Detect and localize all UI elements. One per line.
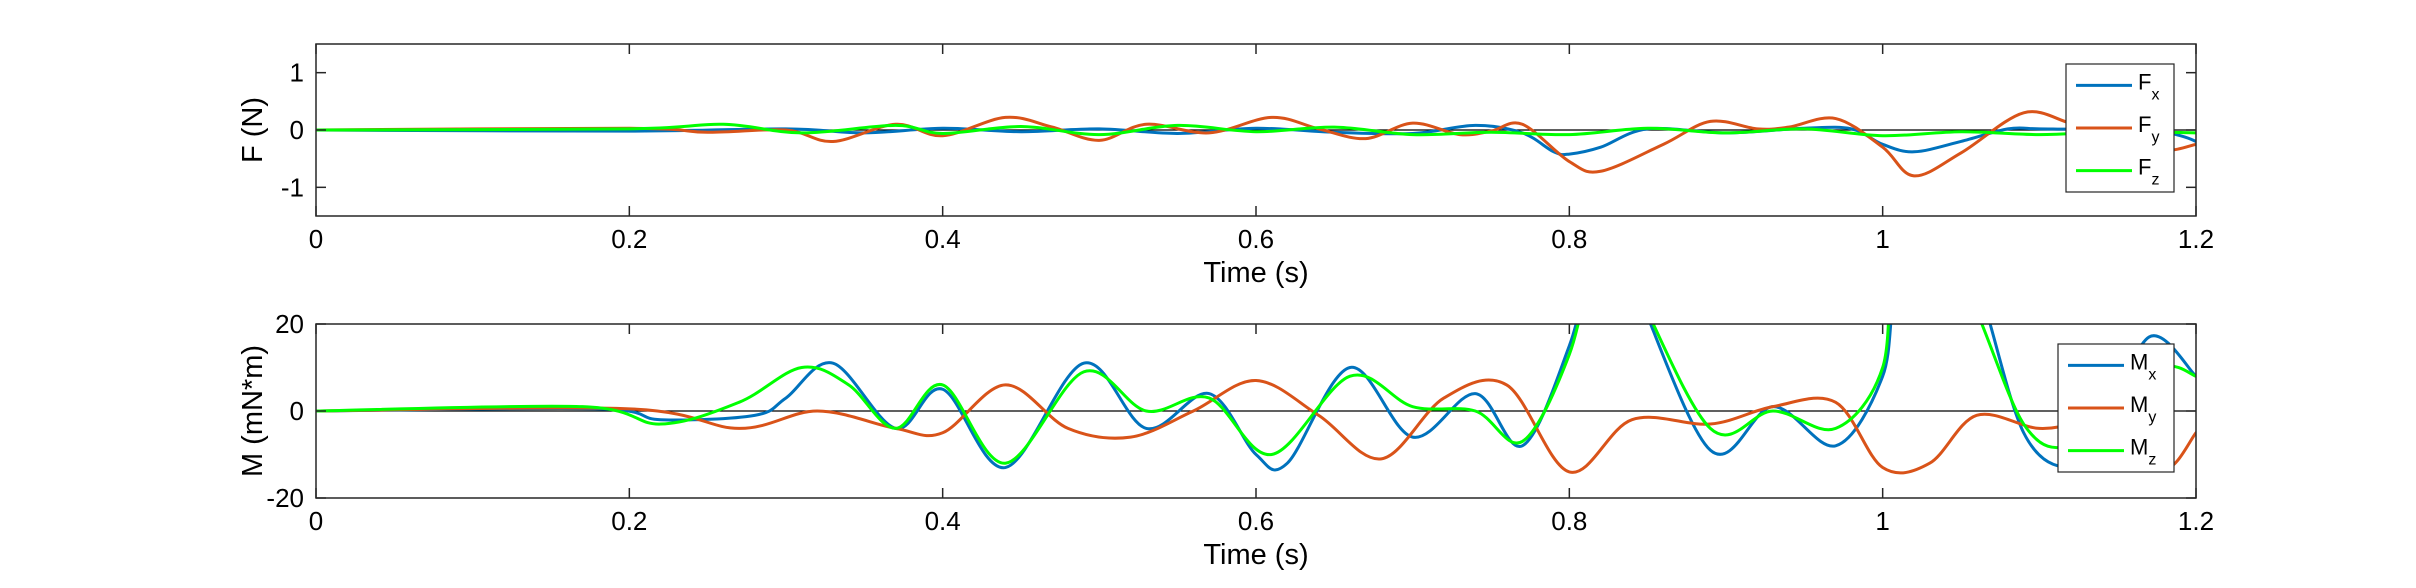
series-line-mz xyxy=(316,324,2196,465)
x-tick-label: 0.2 xyxy=(611,506,647,536)
x-tick-label: 0 xyxy=(309,224,323,254)
series-group xyxy=(316,324,2196,475)
y-axis-label: M (mN*m) xyxy=(237,345,269,477)
y-axis-label: F (N) xyxy=(237,97,269,163)
x-tick-label: 0.8 xyxy=(1551,506,1587,536)
y-tick-label: 0 xyxy=(290,115,304,145)
y-tick-label: 0 xyxy=(290,396,304,426)
x-tick-label: 0.2 xyxy=(611,224,647,254)
y-tick-label: 20 xyxy=(275,309,304,339)
x-tick-label: 0.4 xyxy=(925,506,961,536)
x-tick-label: 1.2 xyxy=(2178,224,2214,254)
series-group xyxy=(316,110,2196,178)
x-tick-label: 0 xyxy=(309,506,323,536)
y-tick-label: -1 xyxy=(281,172,304,202)
x-tick-label: 1.2 xyxy=(2178,506,2214,536)
y-tick-label: -20 xyxy=(266,483,304,513)
x-tick-label: 0.8 xyxy=(1551,224,1587,254)
x-axis-label: Time (s) xyxy=(1203,257,1308,289)
x-tick-label: 1 xyxy=(1875,506,1889,536)
series-line-mx xyxy=(316,324,2196,472)
x-tick-label: 0.6 xyxy=(1238,506,1274,536)
x-tick-label: 0.6 xyxy=(1238,224,1274,254)
x-tick-label: 0.4 xyxy=(925,224,961,254)
series-line-my xyxy=(316,378,2196,475)
y-tick-label: 1 xyxy=(290,58,304,88)
x-axis-label: Time (s) xyxy=(1203,539,1308,571)
series-line-fy xyxy=(316,110,2196,178)
series-line-fx xyxy=(316,122,2196,157)
series-line-fz xyxy=(316,122,2196,138)
x-tick-label: 1 xyxy=(1875,224,1889,254)
